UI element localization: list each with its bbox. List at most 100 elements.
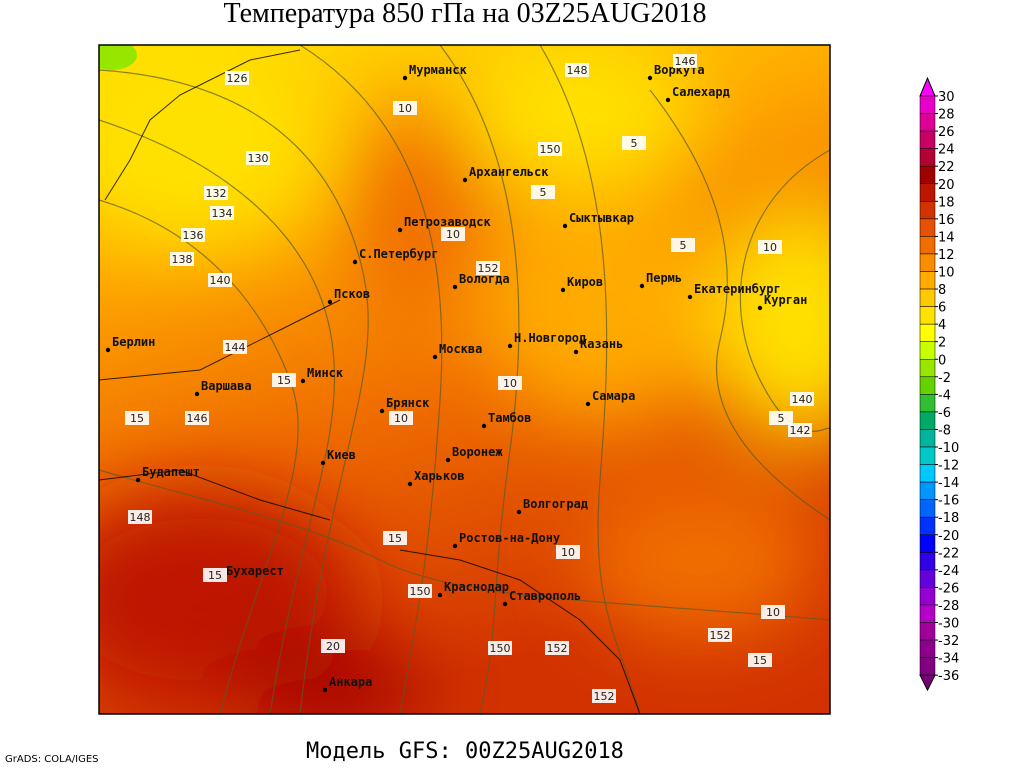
city-dot [402,75,408,81]
city-dot [560,287,566,293]
city-name: Волгоград [523,497,588,511]
contour-label-box [208,273,232,287]
map-field [99,45,830,714]
city-dot [502,601,508,607]
contour-label-box [210,206,234,220]
contour-label-box [708,628,732,642]
city-dot [432,354,438,360]
colorbar-label: -36 [938,669,959,684]
colorbar-band [919,639,936,658]
colorbar-label: -32 [938,634,959,649]
contour-label: 152 [478,262,499,275]
contour-label-box [246,151,270,165]
colorbar-band [919,236,936,255]
colorbar-band [919,306,936,325]
contour-label-box [592,689,616,703]
colorbar-band [919,148,936,167]
colorbar-band [919,113,936,132]
city-name: Салехард [672,85,730,99]
contour-label-box [204,186,228,200]
colorbar-label: -30 [938,617,959,632]
colorbar-end [919,76,936,97]
colorbar-label: 16 [938,213,955,228]
colorbar-band [919,95,936,114]
contour-label-box [758,240,782,254]
city-name: Анкара [329,675,372,689]
city-name: Бухарест [226,564,284,578]
colorbar-label: -24 [938,564,959,579]
contour-label: 15 [277,374,291,387]
contour-label-box [673,54,697,68]
city-dot [585,401,591,407]
colorbar-label: -4 [938,388,951,403]
contour-label: 10 [446,228,460,241]
city-name: Петрозаводск [404,215,491,229]
contour-label-box [761,605,785,619]
colorbar-label: 18 [938,195,955,210]
city-dot [320,460,326,466]
city-name: Архангельск [469,165,549,179]
contour-label: 148 [130,511,151,524]
colorbar-band [919,552,936,571]
colorbar-label: 24 [938,143,955,158]
colorbar-band [919,446,936,465]
city-dot [687,294,693,300]
colorbar-band [919,165,936,184]
city-dot [300,378,306,384]
contour-label-box [389,411,413,425]
contour-label: 138 [172,253,193,266]
city-name: Краснодар [444,580,509,594]
colorbar-band [919,218,936,237]
contour-label-box [498,376,522,390]
colorbar-band [919,394,936,413]
city-dot [452,543,458,549]
contour-label-box [321,639,345,653]
city-dot [194,391,200,397]
colorbar-label: 22 [938,160,955,175]
contour-label: 148 [567,64,588,77]
contour-label: 126 [227,72,248,85]
contour-label-box [441,227,465,241]
city-name: Будапешт [142,465,200,479]
contour-label: 5 [680,239,687,252]
colorbar-label: 2 [938,336,946,351]
contour-label: 5 [631,137,638,150]
contour-label-box [476,261,500,275]
city-name: Ростов-на-Дону [459,531,560,545]
contour-label: 10 [561,546,575,559]
city-dot [135,477,141,483]
contour-label: 10 [503,377,517,390]
colorbar-label: 8 [938,283,946,298]
city-name: Киев [327,448,356,462]
model-caption: Модель GFS: 00Z25AUG2018 [306,739,624,764]
contour-label: 152 [594,690,615,703]
city-dot [322,687,328,693]
city-name: Мурманск [409,63,468,77]
contour-label-box [748,653,772,667]
city-dot [445,457,451,463]
city-dot [352,259,358,265]
city-dot [665,97,671,103]
contour-label: 10 [763,241,777,254]
contour-label-box [565,63,589,77]
contour-label-box [383,531,407,545]
colorbar-band [919,464,936,483]
colorbar-band [919,376,936,395]
colorbar-band [919,499,936,518]
colorbar-label: 20 [938,178,955,193]
colorbar-band [919,288,936,307]
colorbar-band [919,323,936,342]
city-name: Н.Новгород [514,331,586,345]
colorbar-label: 14 [938,230,955,245]
city-name: Сыктывкар [569,211,634,225]
contour-label: 152 [547,642,568,655]
contour-label-box [408,584,432,598]
contour-label: 20 [326,640,340,653]
colorbar-label: 0 [938,353,946,368]
city-name: С.Петербург [359,247,438,261]
city-dot [452,284,458,290]
city-dot [573,349,579,355]
contour-label: 144 [225,341,246,354]
colorbar-label: -10 [938,441,959,456]
city-name: Псков [334,287,370,301]
